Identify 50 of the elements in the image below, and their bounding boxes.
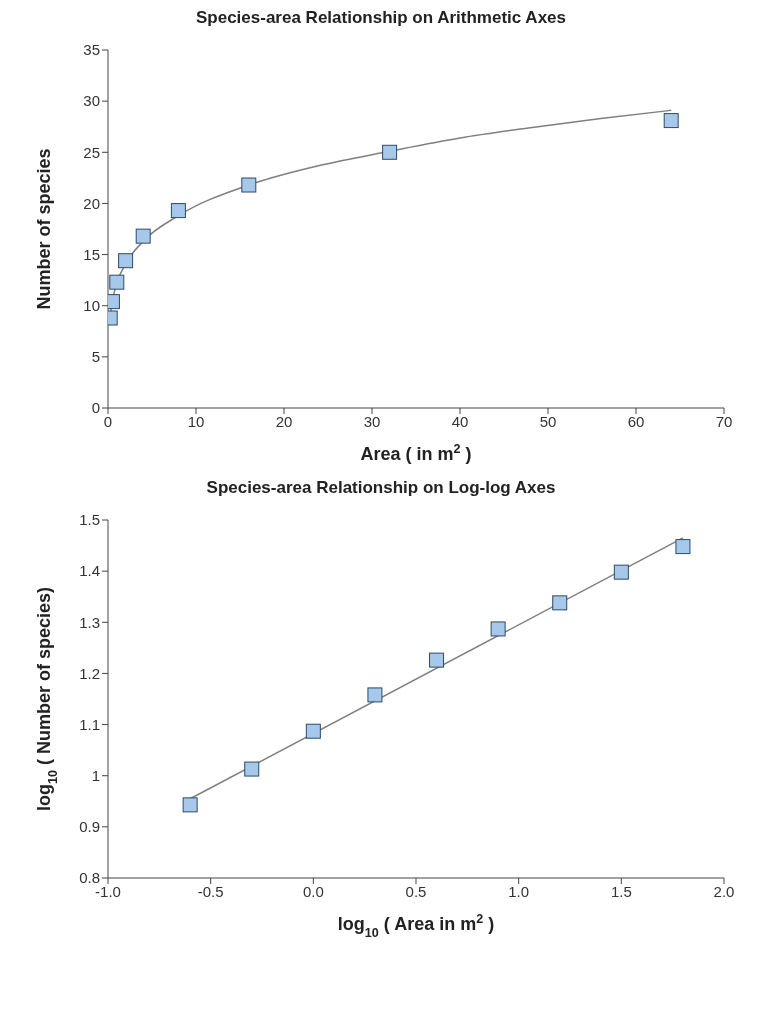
x-tick-label: 1.0 — [508, 882, 530, 900]
chart-title: Species-area Relationship on Log-log Axes — [205, 478, 557, 499]
point — [552, 595, 568, 611]
point — [367, 687, 383, 703]
point — [109, 274, 125, 290]
y-tick-label: 1.2 — [79, 664, 100, 682]
point — [118, 253, 134, 269]
chart-title: Species-area Relationship on Arithmetic Axes — [195, 8, 567, 29]
x-tick-label: 0.5 — [405, 882, 427, 900]
point — [244, 761, 260, 777]
point — [135, 228, 151, 244]
point — [241, 177, 257, 193]
x-tick-label: 30 — [363, 412, 381, 430]
y-axis-title: Number of species — [34, 148, 54, 310]
y-tick-label: 1 — [91, 767, 100, 785]
y-tick-label: 0.9 — [79, 818, 100, 836]
y-tick-label: 1.1 — [79, 715, 100, 733]
y-tick-label: 1.3 — [79, 613, 100, 631]
x-tick-label: -0.5 — [197, 882, 224, 900]
point — [182, 797, 198, 813]
x-axis-title: log$_{10}$ ( Area in m$^{2}$ ) — [337, 912, 495, 940]
x-tick-label: 10 — [187, 412, 205, 430]
y-tick-label: 1.5 — [79, 511, 100, 529]
x-tick-label: 0.0 — [302, 882, 324, 900]
point — [613, 564, 629, 580]
y-tick-label: 0 — [91, 399, 100, 417]
x-tick-label: 0 — [103, 412, 113, 430]
point — [675, 539, 691, 555]
y-tick-label: 10 — [83, 297, 100, 315]
y-tick-label: 15 — [83, 245, 100, 263]
x-tick-label: 20 — [275, 412, 293, 430]
x-tick-label: 40 — [451, 412, 469, 430]
point — [305, 723, 321, 739]
y-tick-label: 25 — [83, 143, 100, 161]
x-tick-label: 1.5 — [610, 882, 632, 900]
y-tick-label: 20 — [83, 194, 100, 212]
y-tick-label: 35 — [83, 41, 100, 59]
y-tick-label: 5 — [91, 348, 100, 366]
x-axis-title: Area ( in m$^{2}$ ) — [360, 442, 472, 464]
y-tick-label: 30 — [83, 92, 100, 110]
x-tick-label: 60 — [627, 412, 645, 430]
point — [663, 113, 679, 129]
point — [490, 621, 506, 637]
point — [429, 652, 445, 668]
x-tick-label: 2.0 — [713, 882, 735, 900]
point — [170, 203, 186, 219]
x-tick-label: 70 — [715, 412, 733, 430]
y-tick-label: 1.4 — [79, 562, 100, 580]
point — [382, 144, 398, 160]
x-tick-label: 50 — [539, 412, 557, 430]
